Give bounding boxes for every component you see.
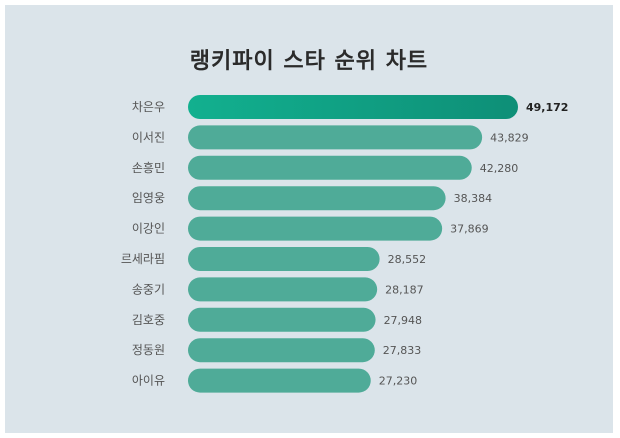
bar-chart: 차은우 49,172 이서진 43,829 손흥민 42,280 임영웅 38,384 이강인 3… xyxy=(121,95,568,393)
value-label: 37,869 xyxy=(450,223,489,236)
category-label: 임영웅 xyxy=(132,191,165,205)
value-label: 27,230 xyxy=(379,375,418,388)
value-label: 27,948 xyxy=(384,314,423,327)
value-label: 27,833 xyxy=(383,344,422,357)
bar xyxy=(188,125,483,150)
category-label: 차은우 xyxy=(132,100,165,114)
value-label: 42,280 xyxy=(480,162,518,175)
bar xyxy=(188,368,371,393)
chart-title: 랭키파이 스타 순위 차트 xyxy=(189,49,429,74)
category-label: 손흥민 xyxy=(132,161,165,175)
category-label: 이강인 xyxy=(132,222,165,236)
bar xyxy=(188,216,443,241)
value-label: 43,829 xyxy=(490,131,529,144)
bar xyxy=(188,277,378,302)
category-label: 르세라핌 xyxy=(121,252,165,266)
value-label: 28,187 xyxy=(385,283,424,296)
bar xyxy=(188,307,376,332)
value-label: 49,172 xyxy=(526,101,568,114)
value-label: 38,384 xyxy=(454,192,493,205)
category-label: 이서진 xyxy=(132,130,165,144)
category-label: 김호중 xyxy=(132,313,165,327)
chart-card: 랭키파이 스타 순위 차트 차은우 49,172 이서진 43,829 손흥민 42,28… xyxy=(5,5,613,433)
category-label: 아이유 xyxy=(132,374,165,388)
category-label: 정동원 xyxy=(132,343,165,357)
bar xyxy=(188,247,380,271)
bar xyxy=(188,155,472,180)
category-label: 송중기 xyxy=(132,282,165,296)
value-label: 28,552 xyxy=(388,253,427,266)
bar xyxy=(188,338,375,363)
bar xyxy=(188,186,446,211)
bar xyxy=(188,95,518,119)
